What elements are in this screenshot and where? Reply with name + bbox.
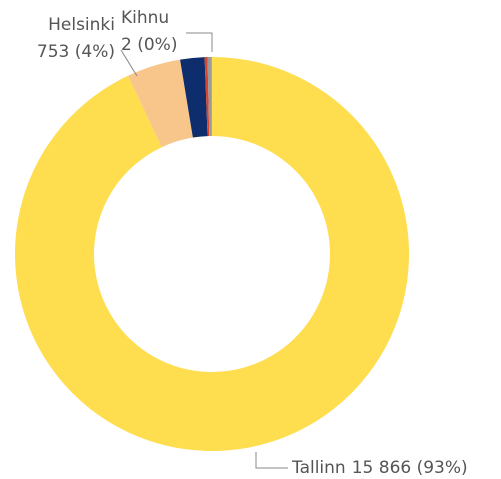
slice-label: Tallinn 15 866 (93%) [291, 458, 468, 478]
donut-slice [128, 59, 193, 148]
leader-line [120, 49, 138, 77]
leader-line [255, 452, 288, 469]
value-label: 2 (0%) [121, 35, 177, 55]
donut-slice [180, 57, 208, 138]
value-label: 15 866 (93%) [352, 458, 468, 478]
donut-slice [14, 57, 409, 452]
donut-slice [207, 57, 212, 137]
category-name: Kihnu [121, 8, 169, 28]
category-name: Tallinn [291, 458, 346, 478]
leader-line [186, 32, 213, 52]
value-label: 753 (4%) [37, 42, 115, 62]
donut-slice [204, 57, 210, 137]
category-name: Helsinki [48, 15, 115, 35]
